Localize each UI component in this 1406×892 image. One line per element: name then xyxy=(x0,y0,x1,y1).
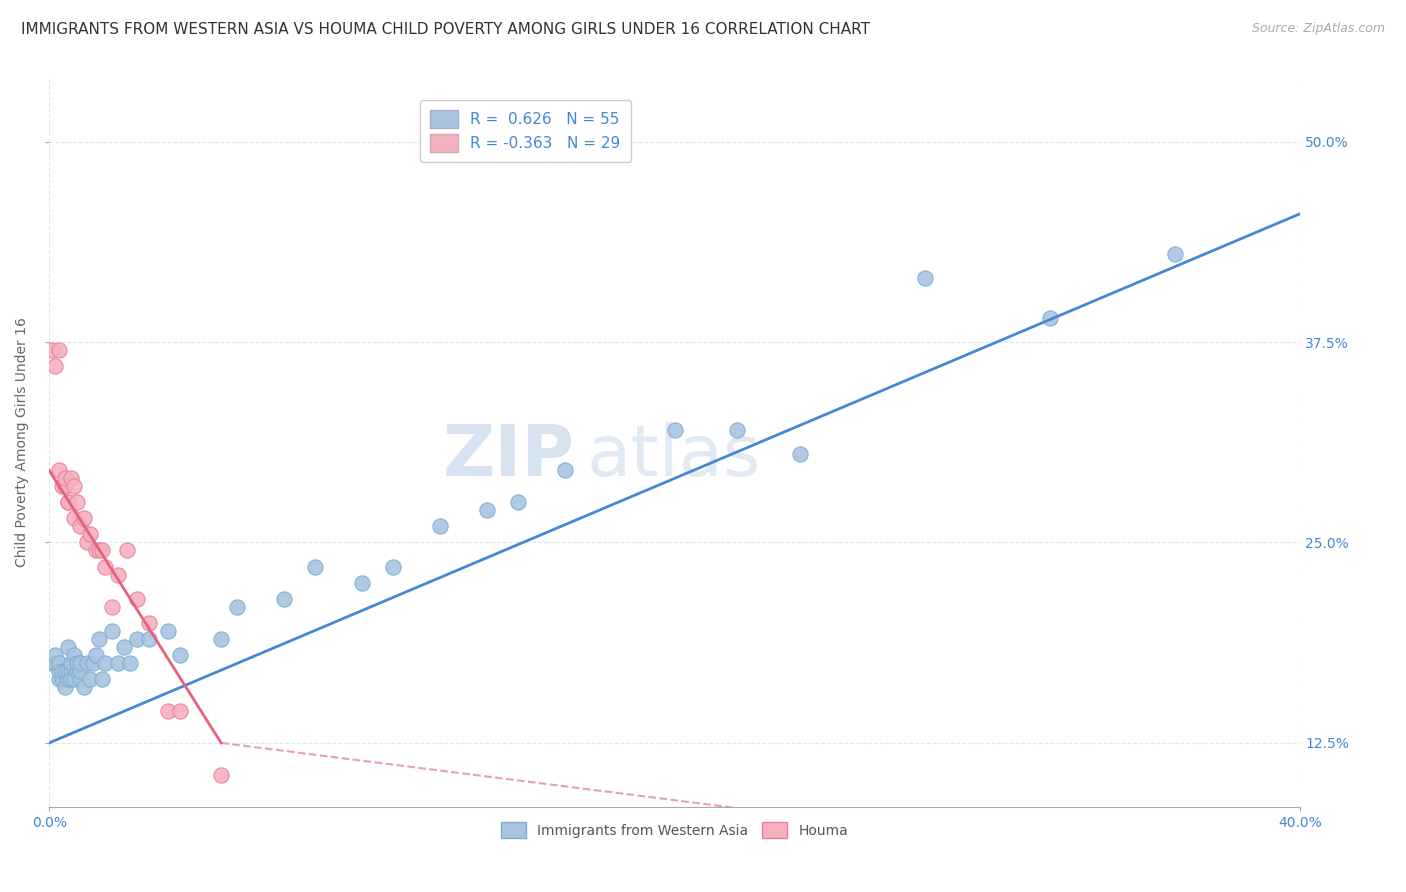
Point xyxy=(76,535,98,549)
Text: ZIP: ZIP xyxy=(443,422,575,491)
Point xyxy=(79,527,101,541)
Text: Source: ZipAtlas.com: Source: ZipAtlas.com xyxy=(1251,22,1385,36)
Point xyxy=(53,680,76,694)
Text: IMMIGRANTS FROM WESTERN ASIA VS HOUMA CHILD POVERTY AMONG GIRLS UNDER 16 CORRELA: IMMIGRANTS FROM WESTERN ASIA VS HOUMA CH… xyxy=(21,22,870,37)
Point xyxy=(89,632,111,646)
Point xyxy=(63,479,86,493)
Point xyxy=(48,664,70,678)
Point xyxy=(69,664,91,678)
Point xyxy=(76,656,98,670)
Point xyxy=(63,648,86,662)
Point xyxy=(66,495,89,509)
Point xyxy=(382,559,405,574)
Point xyxy=(91,543,114,558)
Point xyxy=(56,640,79,654)
Point xyxy=(789,447,811,461)
Point xyxy=(107,656,129,670)
Point xyxy=(554,463,576,477)
Point xyxy=(66,664,89,678)
Point xyxy=(156,624,179,638)
Point xyxy=(60,664,83,678)
Point xyxy=(508,495,530,509)
Point xyxy=(44,656,66,670)
Point xyxy=(66,656,89,670)
Point xyxy=(429,519,451,533)
Point xyxy=(89,543,111,558)
Point xyxy=(100,599,122,614)
Point xyxy=(72,511,94,525)
Point xyxy=(51,479,73,493)
Point xyxy=(51,664,73,678)
Point xyxy=(112,640,135,654)
Point xyxy=(156,704,179,718)
Point xyxy=(63,672,86,686)
Text: atlas: atlas xyxy=(588,422,762,491)
Point xyxy=(914,271,936,285)
Point xyxy=(69,656,91,670)
Point xyxy=(107,567,129,582)
Point xyxy=(69,672,91,686)
Point xyxy=(664,423,686,437)
Point xyxy=(169,704,191,718)
Point xyxy=(225,599,247,614)
Legend: Immigrants from Western Asia, Houma: Immigrants from Western Asia, Houma xyxy=(495,817,853,844)
Point xyxy=(120,656,142,670)
Point xyxy=(100,624,122,638)
Point xyxy=(94,656,117,670)
Point xyxy=(304,559,326,574)
Point xyxy=(125,591,148,606)
Point xyxy=(48,672,70,686)
Point xyxy=(84,648,107,662)
Point xyxy=(56,672,79,686)
Point xyxy=(48,463,70,477)
Point xyxy=(475,503,498,517)
Point xyxy=(60,656,83,670)
Point xyxy=(725,423,748,437)
Point xyxy=(56,495,79,509)
Point xyxy=(48,656,70,670)
Point xyxy=(51,672,73,686)
Y-axis label: Child Poverty Among Girls Under 16: Child Poverty Among Girls Under 16 xyxy=(15,318,30,567)
Point xyxy=(169,648,191,662)
Point xyxy=(44,359,66,373)
Point xyxy=(44,648,66,662)
Point xyxy=(138,615,160,630)
Point xyxy=(350,575,373,590)
Point xyxy=(60,471,83,485)
Point xyxy=(56,495,79,509)
Point xyxy=(56,664,79,678)
Point xyxy=(48,343,70,357)
Point xyxy=(209,632,232,646)
Point xyxy=(60,672,83,686)
Point xyxy=(72,680,94,694)
Point xyxy=(1039,310,1062,325)
Point xyxy=(209,768,232,782)
Point xyxy=(117,543,139,558)
Point xyxy=(91,672,114,686)
Point xyxy=(41,656,63,670)
Point xyxy=(94,559,117,574)
Point xyxy=(41,343,63,357)
Point xyxy=(69,519,91,533)
Point xyxy=(84,543,107,558)
Point xyxy=(53,664,76,678)
Point xyxy=(138,632,160,646)
Point xyxy=(53,471,76,485)
Point xyxy=(125,632,148,646)
Point xyxy=(273,591,295,606)
Point xyxy=(79,672,101,686)
Point xyxy=(82,656,104,670)
Point xyxy=(1164,247,1187,261)
Point xyxy=(63,511,86,525)
Point xyxy=(53,479,76,493)
